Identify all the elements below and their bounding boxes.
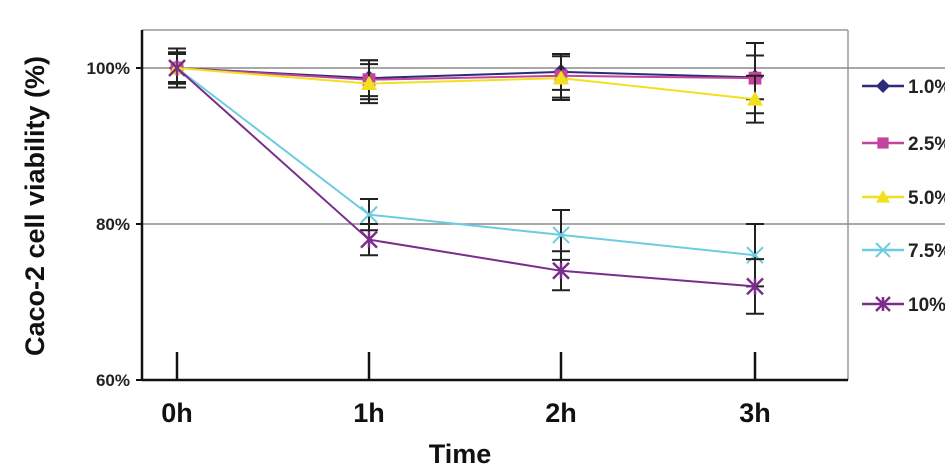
y-tick-label: 60% xyxy=(96,371,130,390)
series-25 xyxy=(168,42,764,115)
triangle-marker xyxy=(876,190,890,203)
data-point xyxy=(746,277,764,296)
legend-label: 7.5% xyxy=(908,241,945,262)
data-point xyxy=(875,296,891,312)
y-tick-label: 100% xyxy=(87,59,130,78)
data-point xyxy=(168,59,186,77)
x-marker-stroke xyxy=(552,226,570,244)
legend-label: 1.0% xyxy=(908,77,945,98)
data-point xyxy=(876,79,890,93)
legend-label: 5.0% xyxy=(908,188,945,209)
series-line xyxy=(176,67,756,257)
triangle-marker xyxy=(361,75,377,90)
y-axis-title: Caco-2 cell viability (%) xyxy=(20,56,50,356)
data-point xyxy=(360,205,378,224)
gridlines xyxy=(142,67,945,225)
x-marker-stroke xyxy=(875,242,891,258)
x-marker-stroke xyxy=(746,246,764,264)
legend-item: 10% xyxy=(862,295,945,316)
axes: 60% 80% 100% 0h 1h 2h 3h xyxy=(87,30,848,428)
triangle-marker xyxy=(553,70,569,85)
legend-item: 5.0% xyxy=(862,188,945,209)
x-marker-stroke xyxy=(360,205,378,224)
data-point xyxy=(877,137,889,149)
series-group xyxy=(168,42,764,315)
data-point xyxy=(553,70,569,85)
data-point xyxy=(876,190,890,203)
series-10 xyxy=(168,47,764,315)
data-point xyxy=(875,242,891,258)
diamond-marker xyxy=(876,79,890,93)
data-point xyxy=(552,261,570,280)
series-line xyxy=(176,67,756,101)
legend-label: 10% xyxy=(908,295,945,316)
x-tick-label: 3h xyxy=(739,398,771,428)
legend: 1.0% 2.5% 5.0% 7.5% 10% xyxy=(862,77,945,316)
legend-item: 2.5% xyxy=(862,134,945,155)
x-tick-label: 1h xyxy=(353,398,385,428)
data-point xyxy=(747,91,763,106)
data-point xyxy=(361,75,377,90)
triangle-marker xyxy=(747,91,763,106)
series-line xyxy=(176,67,756,288)
data-point xyxy=(552,226,570,244)
legend-label: 2.5% xyxy=(908,134,945,155)
data-point xyxy=(360,230,378,249)
y-tick-label: 80% xyxy=(96,215,130,234)
plot-area xyxy=(142,29,849,380)
x-axis-title: Time xyxy=(429,439,492,469)
x-tick-label: 2h xyxy=(545,398,577,428)
legend-item: 1.0% xyxy=(862,77,945,98)
x-tick-label: 0h xyxy=(161,398,193,428)
series-75 xyxy=(168,47,764,288)
series-line xyxy=(176,67,756,81)
data-point xyxy=(746,246,764,264)
series-50 xyxy=(168,51,764,124)
legend-item: 7.5% xyxy=(862,241,945,262)
square-marker xyxy=(877,137,889,149)
